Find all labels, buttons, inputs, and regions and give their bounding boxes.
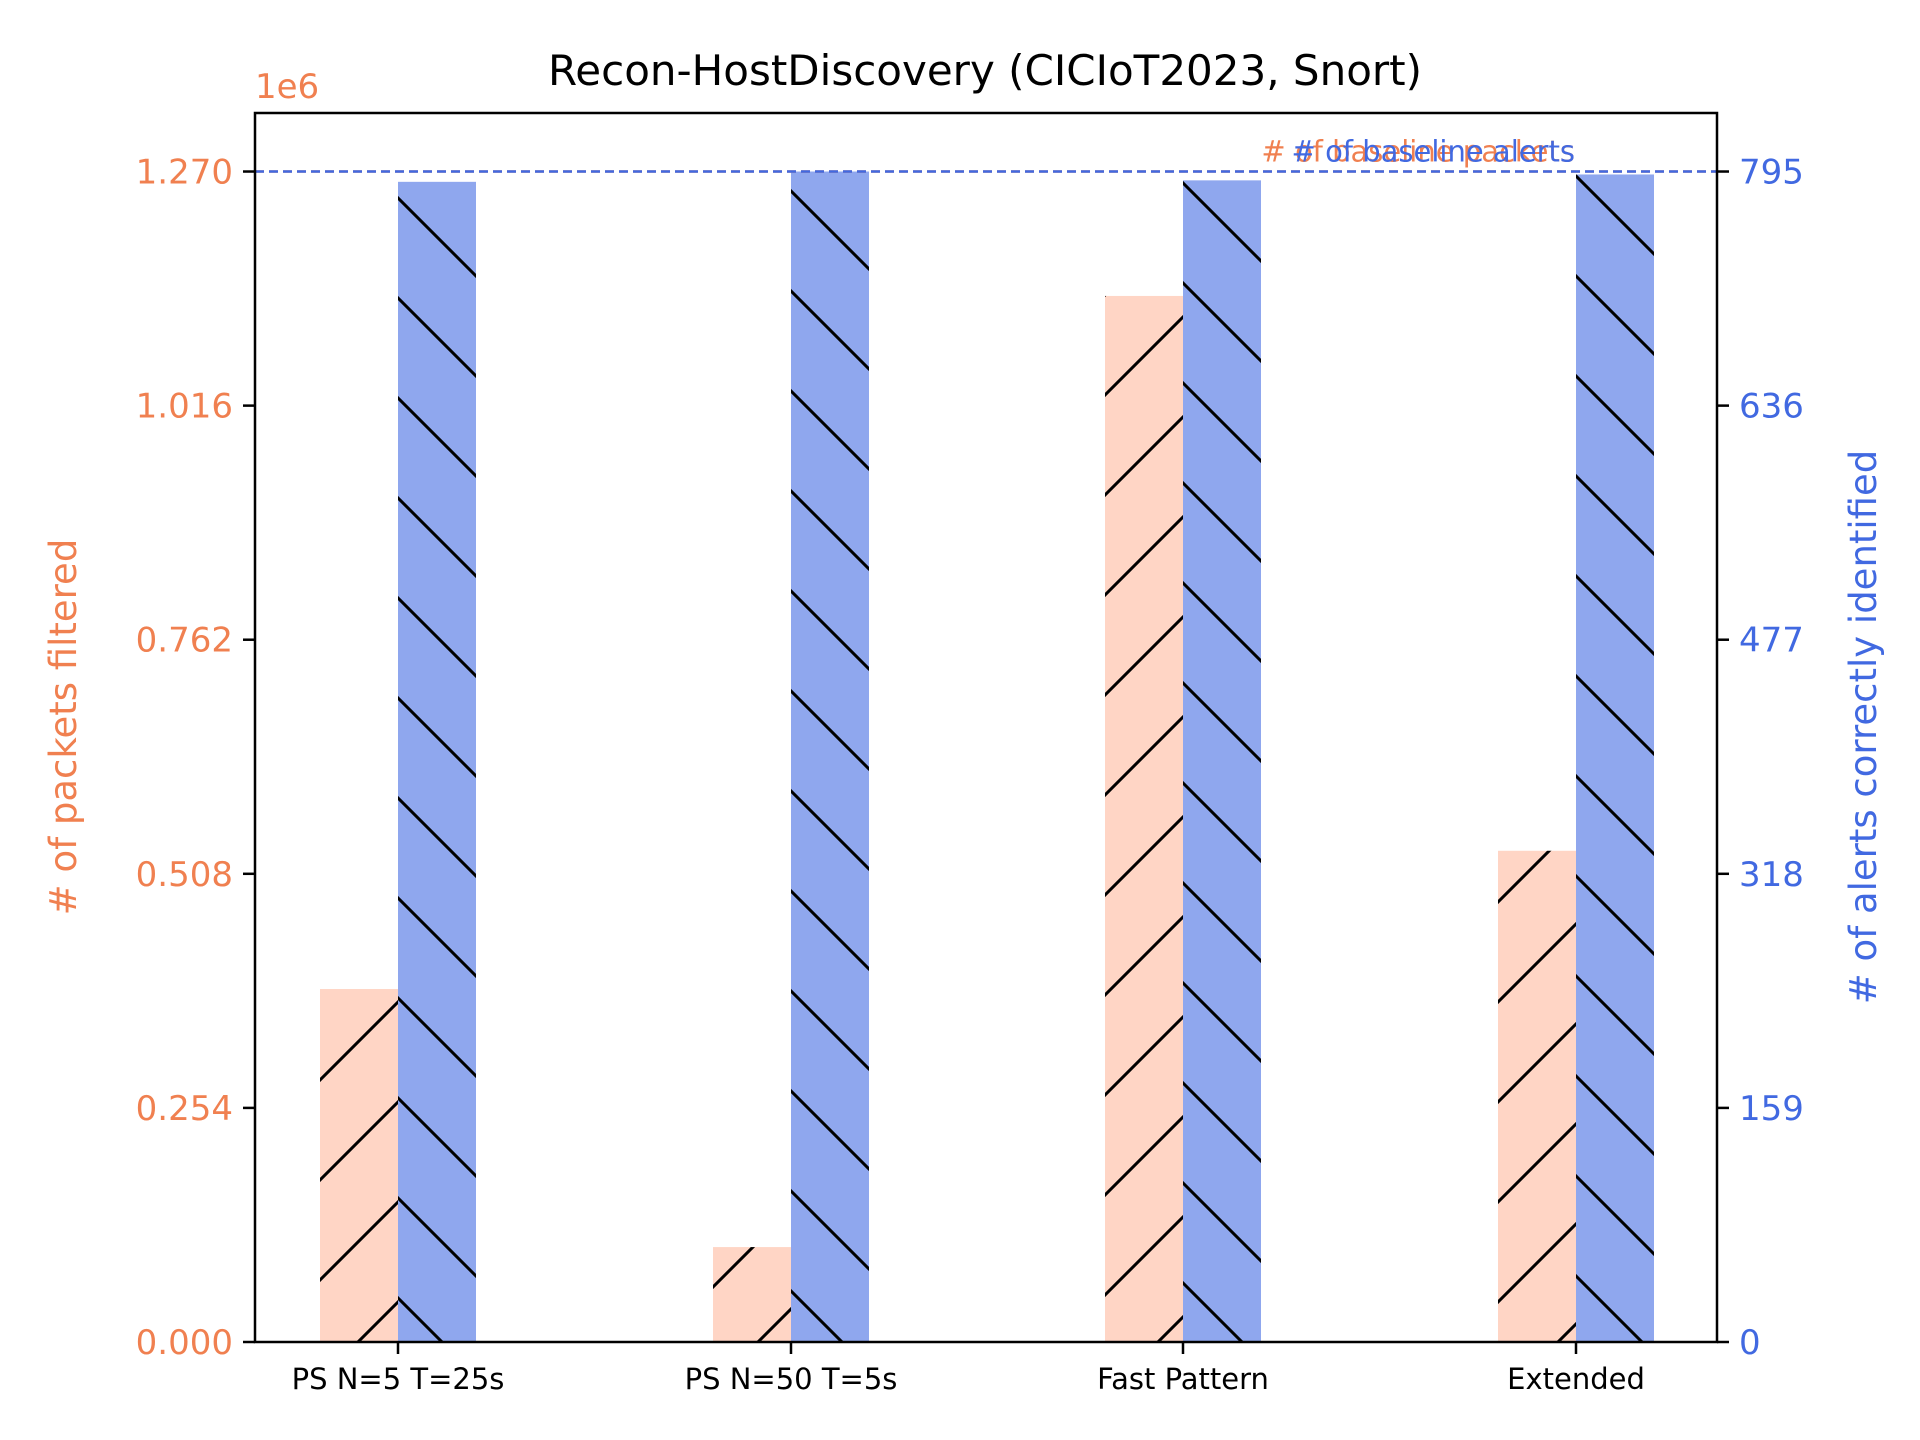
- bar-hatch-packets-0: [320, 989, 398, 1342]
- bar-hatch-packets-2: [1105, 295, 1183, 1342]
- left-tick-label-5: 1.270: [136, 153, 233, 193]
- plot-frame: [253, 111, 1719, 1344]
- right-tick-label-1: 159: [1739, 1089, 1804, 1129]
- reference-line-label-0: # of baseline packets: [1261, 135, 1575, 169]
- x-tick-label-2: Fast Pattern: [1097, 1362, 1269, 1396]
- left-axis-offset-label: 1e6: [255, 67, 319, 107]
- left-tick-label-4: 1.016: [136, 387, 233, 427]
- left-axis-ticks: 0.000 0.254 0.508 0.762 1.016 1.270: [136, 153, 255, 1363]
- right-tick-label-0: 0: [1739, 1323, 1761, 1363]
- bar-hatch-alerts-0: [398, 181, 476, 1343]
- left-tick-label-1: 0.254: [136, 1089, 233, 1129]
- left-tick-label-3: 0.762: [136, 621, 233, 661]
- left-tick-label-2: 0.508: [136, 855, 233, 895]
- x-tick-label-1: PS N=50 T=5s: [685, 1362, 898, 1396]
- reference-line-label-1: # of baseline alerts: [1292, 135, 1575, 169]
- bar-hatch-packets-1: [713, 1247, 791, 1342]
- x-axis-ticks: PS N=5 T=25s PS N=50 T=5s Fast Pattern Exte…: [292, 1342, 1645, 1396]
- right-axis-label: # of alerts correctly identified: [1842, 450, 1885, 1004]
- right-axis-ticks: 0 159 318 477 636 795: [1717, 153, 1804, 1363]
- bars: [320, 171, 1654, 1343]
- bar-hatch-alerts-2: [1183, 180, 1261, 1343]
- right-tick-label-3: 477: [1739, 621, 1804, 661]
- bar-hatch-alerts-3: [1576, 174, 1654, 1343]
- right-tick-label-2: 318: [1739, 855, 1804, 895]
- bar-hatch-packets-3: [1498, 850, 1576, 1342]
- x-tick-label-3: Extended: [1507, 1362, 1645, 1396]
- chart-title: Recon-HostDiscovery (CICIoT2023, Snort): [548, 46, 1422, 95]
- right-tick-label-4: 636: [1739, 387, 1804, 427]
- bar-hatch-alerts-1: [791, 171, 869, 1342]
- right-tick-label-5: 795: [1739, 153, 1804, 193]
- x-tick-label-0: PS N=5 T=25s: [292, 1362, 505, 1396]
- left-tick-label-0: 0.000: [136, 1323, 233, 1363]
- left-axis-label: # of packets filtered: [42, 539, 85, 916]
- reference-lines: # of baseline packets# of baseline alert…: [255, 135, 1717, 173]
